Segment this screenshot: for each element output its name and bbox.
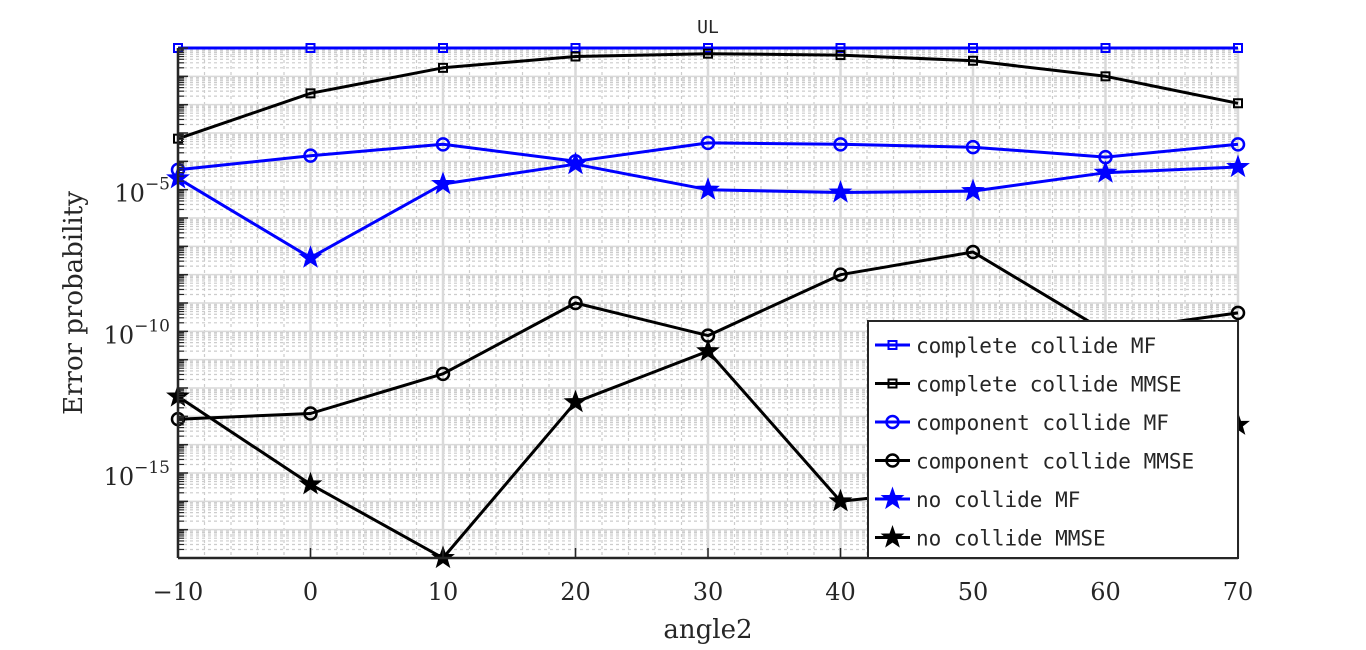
data-point	[968, 43, 978, 53]
legend-item: complete collide MMSE	[875, 373, 1182, 397]
data-point	[833, 267, 848, 282]
data-point	[438, 43, 448, 53]
data-point	[703, 48, 713, 59]
data-point	[1100, 43, 1111, 53]
legend-items: complete collide MF complete collide MMSE…	[875, 334, 1194, 551]
legend-marker	[885, 453, 900, 468]
series-line	[177, 250, 1239, 421]
data-point	[431, 171, 455, 195]
data-point	[298, 471, 323, 495]
data-point	[965, 244, 981, 260]
legend-label: no collide MF	[916, 488, 1080, 512]
legend-marker	[885, 414, 900, 430]
data-point	[563, 151, 588, 175]
data-point	[828, 179, 853, 203]
data-point	[1100, 71, 1111, 82]
legend-marker	[880, 486, 905, 510]
data-point	[298, 245, 323, 268]
data-point	[305, 88, 316, 99]
legend-label: complete collide MMSE	[916, 373, 1182, 397]
x-tick-label: 30	[693, 578, 724, 606]
legend-label: component collide MMSE	[916, 450, 1194, 474]
legend-item: component collide MMSE	[875, 450, 1194, 474]
data-point	[833, 137, 848, 152]
legend-marker	[887, 378, 898, 389]
legend-item: no collide MF	[875, 486, 1080, 512]
data-point	[703, 43, 713, 53]
data-point	[568, 295, 583, 311]
x-tick-label: 0	[303, 578, 318, 606]
data-point	[968, 55, 978, 66]
data-point	[570, 51, 581, 62]
y-tick-exponent: −15	[134, 458, 170, 478]
data-point	[303, 148, 318, 163]
y-tick-base: 10	[104, 463, 135, 491]
y-tick-exponent: −5	[145, 175, 170, 195]
legend-label: component collide MF	[916, 411, 1169, 435]
legend-marker	[887, 340, 898, 350]
x-tick-label: −10	[153, 578, 204, 606]
x-tick-label: 10	[428, 578, 459, 606]
series-complete-collide-mmse	[173, 48, 1243, 144]
legend-item: complete collide MF	[875, 334, 1156, 358]
data-point	[965, 139, 981, 155]
data-point	[435, 137, 451, 152]
data-point	[1230, 305, 1246, 321]
x-tick-label: 50	[958, 578, 989, 606]
legend-label: complete collide MF	[916, 334, 1156, 358]
y-tick-label: 10−15	[104, 458, 170, 491]
data-point	[1233, 43, 1243, 53]
data-point	[438, 62, 448, 73]
x-tick-label: 60	[1090, 578, 1121, 606]
data-point	[696, 338, 720, 362]
data-point	[563, 389, 588, 413]
data-point	[1233, 98, 1243, 109]
y-tick-exponent: −10	[134, 316, 170, 336]
data-point	[1226, 154, 1250, 178]
legend-item: component collide MF	[875, 411, 1169, 435]
x-tick-labels: −10 0 10 20 30 40 50 60 70	[153, 578, 1254, 606]
data-point	[303, 406, 318, 421]
chart-title: UL	[697, 17, 719, 38]
x-tick-label: 20	[560, 578, 591, 606]
data-point	[1093, 160, 1118, 183]
y-tick-label: 10−5	[114, 175, 170, 208]
legend: complete collide MF complete collide MMSE…	[867, 320, 1239, 559]
y-tick-base: 10	[104, 321, 135, 349]
series-line	[177, 141, 1239, 172]
y-axis-title: Error probability	[59, 191, 89, 415]
series-line	[177, 52, 1239, 141]
x-tick-label: 40	[825, 578, 856, 606]
y-tick-base: 10	[114, 180, 145, 208]
x-tick-label: 70	[1223, 578, 1254, 606]
data-point	[305, 43, 316, 53]
data-point	[835, 50, 846, 61]
tick-marks	[177, 47, 1239, 559]
legend-label: no collide MMSE	[916, 527, 1106, 551]
data-point	[961, 178, 985, 202]
legend-marker	[880, 524, 905, 548]
data-point	[435, 366, 451, 382]
x-axis-title: angle2	[663, 615, 752, 645]
legend-box	[867, 320, 1239, 559]
data-point	[828, 488, 853, 512]
data-point	[700, 135, 716, 151]
data-point	[696, 177, 720, 200]
legend-item: no collide MMSE	[875, 524, 1106, 551]
data-point	[1230, 137, 1246, 152]
y-tick-label: 10−10	[104, 316, 170, 349]
